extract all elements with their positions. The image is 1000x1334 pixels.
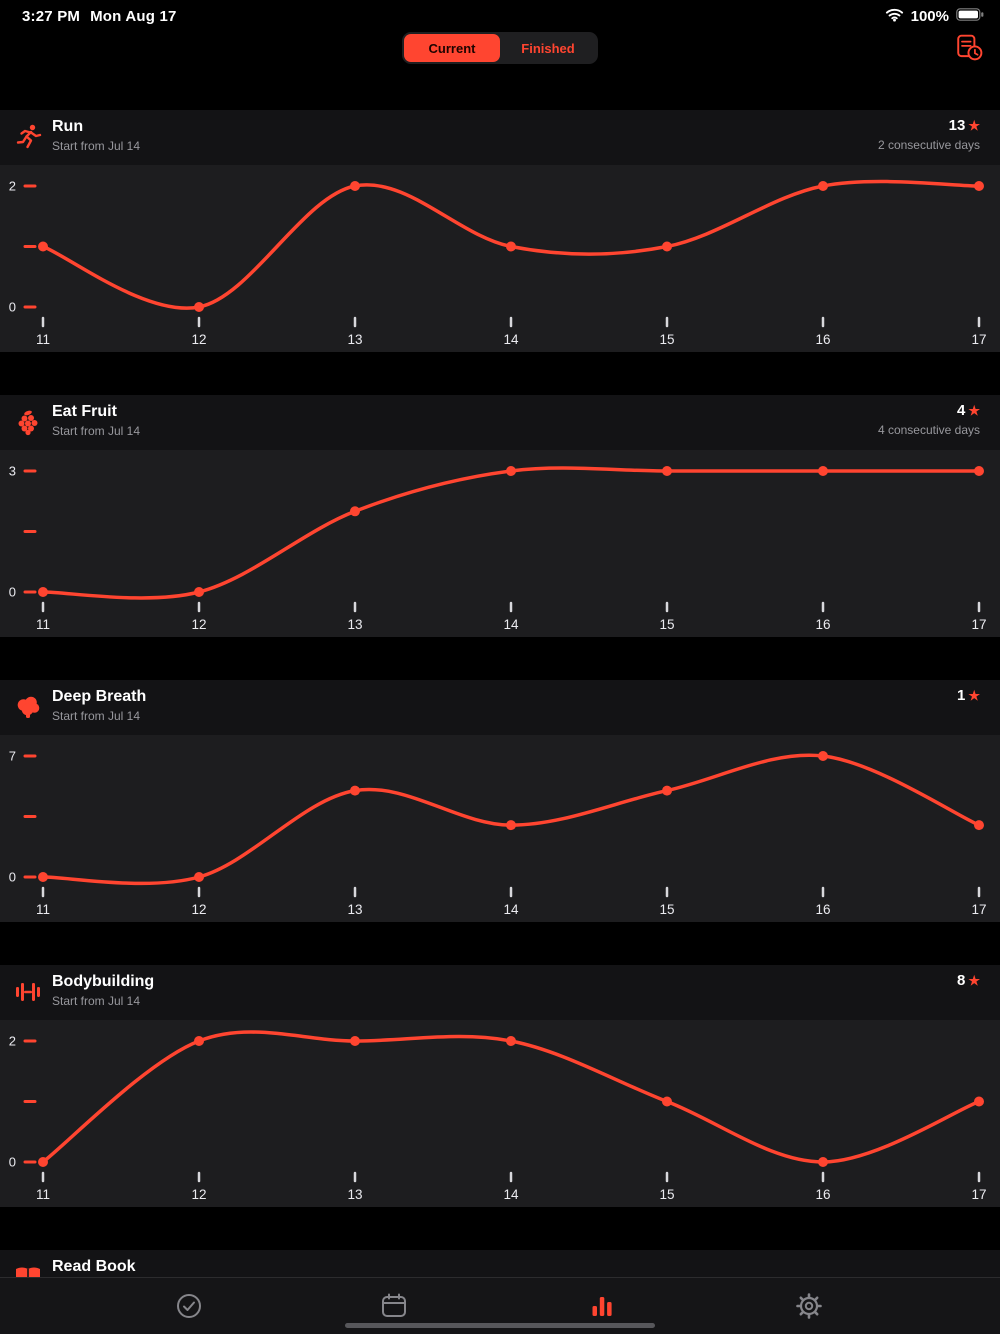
svg-text:2: 2: [9, 179, 16, 194]
habit-subtitle: Start from Jul 14: [52, 994, 141, 1008]
habit-chart: 2 0 11 12 13 14 15 16 17: [0, 1020, 1000, 1207]
habit-chart: 2 0 11 12 13 14 15 16 17: [0, 165, 1000, 352]
star-icon: ★: [968, 688, 980, 703]
fruit-icon: [14, 408, 42, 436]
tab-calendar-button[interactable]: [372, 1287, 416, 1327]
status-bar: 3:27 PM Mon Aug 17 100%: [0, 0, 1000, 27]
svg-text:17: 17: [971, 1187, 986, 1202]
svg-text:7: 7: [9, 749, 16, 764]
svg-text:13: 13: [347, 1187, 362, 1202]
habit-card-bodybuilding[interactable]: Bodybuilding Start from Jul 14 8 ★ 2 0 11 12…: [0, 965, 1000, 1207]
habit-subtitle: Start from Jul 14: [52, 424, 141, 438]
svg-text:0: 0: [9, 1155, 16, 1170]
battery-icon: [956, 8, 984, 25]
svg-text:11: 11: [36, 332, 50, 347]
svg-text:13: 13: [347, 617, 362, 632]
star-icon: ★: [968, 403, 980, 418]
home-indicator[interactable]: [345, 1323, 655, 1328]
status-time: 3:27 PM: [22, 8, 81, 25]
svg-text:11: 11: [36, 1187, 50, 1202]
habit-card-header: Run Start from Jul 14 13 ★ 2 consecutive …: [0, 110, 1000, 165]
svg-text:17: 17: [971, 902, 986, 917]
habit-score: 13 ★: [948, 117, 980, 134]
svg-text:14: 14: [503, 617, 519, 632]
svg-text:14: 14: [503, 902, 519, 917]
history-log-icon[interactable]: [954, 33, 984, 63]
habit-title: Run: [52, 118, 84, 135]
svg-text:15: 15: [659, 1187, 674, 1202]
habit-card-eat-fruit[interactable]: Eat Fruit Start from Jul 14 4 ★ 4 consecu…: [0, 395, 1000, 637]
svg-text:0: 0: [9, 300, 16, 315]
habit-subtitle: Start from Jul 14: [52, 709, 141, 723]
habit-title: Read Book: [52, 1258, 136, 1275]
habit-score: 8 ★: [957, 972, 980, 989]
svg-text:0: 0: [9, 870, 16, 885]
svg-text:13: 13: [347, 902, 362, 917]
segment-current[interactable]: Current: [404, 34, 500, 62]
habit-score: 4 ★: [957, 402, 980, 419]
segmented-control: Current Finished: [402, 32, 598, 64]
svg-text:16: 16: [815, 332, 830, 347]
svg-text:16: 16: [815, 902, 830, 917]
habit-title: Bodybuilding: [52, 973, 155, 990]
segment-finished[interactable]: Finished: [500, 34, 596, 62]
svg-text:15: 15: [659, 332, 674, 347]
statistics-icon: [592, 1296, 612, 1316]
svg-text:16: 16: [815, 617, 830, 632]
tab-settings-button[interactable]: [787, 1287, 831, 1327]
habit-subtitle: Start from Jul 14: [52, 139, 141, 153]
habit-streak: [957, 708, 980, 722]
svg-text:14: 14: [503, 332, 519, 347]
habit-streak: [957, 993, 980, 1007]
runner-icon: [14, 123, 42, 151]
habit-streak: 2 consecutive days: [877, 138, 980, 152]
svg-text:14: 14: [503, 1187, 519, 1202]
habit-card-deep-breath[interactable]: Deep Breath Start from Jul 14 1 ★ 7 0 11 12 1…: [0, 680, 1000, 922]
star-icon: ★: [968, 973, 980, 988]
habit-card-run[interactable]: Run Start from Jul 14 13 ★ 2 consecutive …: [0, 110, 1000, 352]
habit-chart: 3 0 11 12 13 14 15 16 17: [0, 450, 1000, 637]
habit-card-header: Bodybuilding Start from Jul 14 8 ★: [0, 965, 1000, 1020]
habit-card-header: Eat Fruit Start from Jul 14 4 ★ 4 consecu…: [0, 395, 1000, 450]
svg-text:12: 12: [191, 1187, 206, 1202]
battery-percent: 100%: [910, 8, 949, 25]
svg-text:17: 17: [971, 617, 986, 632]
dumbbell-icon: [14, 978, 42, 1006]
status-date: Mon Aug 17: [90, 8, 177, 25]
tab-statistics-button[interactable]: [580, 1287, 624, 1327]
svg-text:15: 15: [659, 902, 674, 917]
svg-text:15: 15: [659, 617, 674, 632]
svg-text:12: 12: [191, 617, 206, 632]
tab-habits-check-button[interactable]: [167, 1287, 211, 1327]
svg-text:3: 3: [9, 464, 16, 479]
habit-chart: 7 0 11 12 13 14 15 16 17: [0, 735, 1000, 922]
habit-streak: 4 consecutive days: [877, 423, 980, 437]
star-icon: ★: [968, 118, 980, 133]
habit-title: Deep Breath: [52, 688, 147, 705]
habit-title: Eat Fruit: [52, 403, 117, 420]
svg-text:0: 0: [9, 585, 16, 600]
svg-text:11: 11: [36, 617, 50, 632]
svg-text:12: 12: [191, 332, 206, 347]
svg-text:13: 13: [347, 332, 362, 347]
habit-card-header: Deep Breath Start from Jul 14 1 ★: [0, 680, 1000, 735]
habit-score: 1 ★: [957, 687, 980, 704]
brain-icon: [14, 693, 42, 721]
svg-text:17: 17: [971, 332, 986, 347]
wifi-icon: [885, 7, 904, 26]
svg-text:2: 2: [9, 1034, 16, 1049]
svg-text:16: 16: [815, 1187, 830, 1202]
svg-text:11: 11: [36, 902, 50, 917]
svg-text:12: 12: [191, 902, 206, 917]
